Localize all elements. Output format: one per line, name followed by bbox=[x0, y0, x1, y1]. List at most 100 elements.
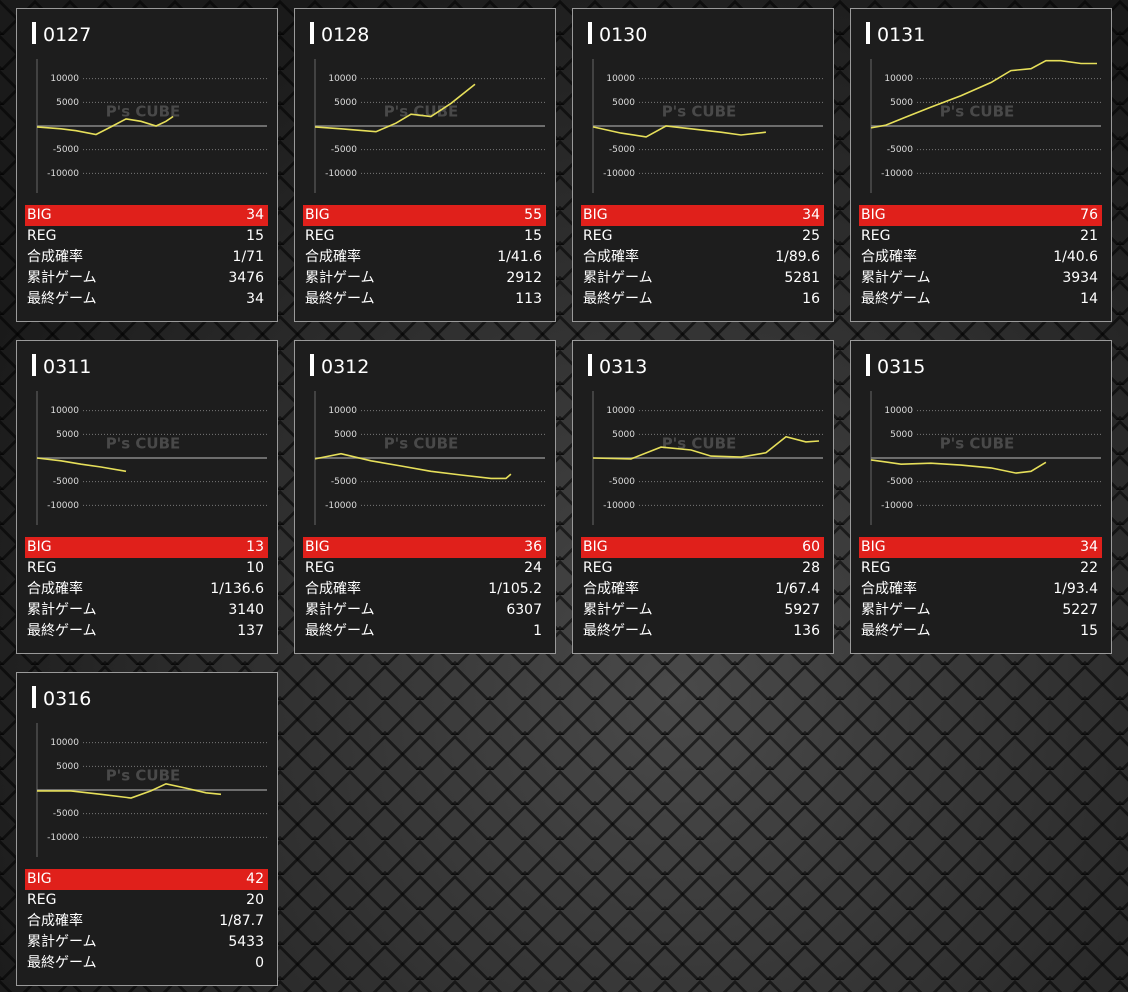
title-bar bbox=[32, 686, 36, 708]
y-tick-label: -5000 bbox=[331, 145, 357, 155]
stat-row: BIG 34 bbox=[581, 205, 824, 226]
stat-row: 最終ゲーム 113 bbox=[303, 289, 546, 310]
data-line bbox=[592, 125, 766, 138]
stat-row: 合成確率 1/67.4 bbox=[581, 579, 824, 600]
stat-value: 1/89.6 bbox=[775, 249, 820, 265]
stat-label: BIG bbox=[27, 539, 52, 555]
stat-row: 合成確率 1/105.2 bbox=[303, 579, 546, 600]
stat-value: 34 bbox=[246, 291, 264, 307]
y-tick-label: -10000 bbox=[325, 501, 357, 511]
machine-number: 0128 bbox=[321, 24, 370, 46]
stat-value: 1/71 bbox=[232, 249, 264, 265]
stat-label: REG bbox=[27, 560, 57, 576]
machine-number: 0131 bbox=[877, 24, 926, 46]
watermark: P's CUBE bbox=[106, 434, 181, 452]
stat-label: 累計ゲーム bbox=[583, 602, 653, 618]
title-bar bbox=[310, 22, 314, 44]
stat-label: 累計ゲーム bbox=[583, 270, 653, 286]
stat-value: 137 bbox=[237, 623, 264, 639]
stat-value: 1/93.4 bbox=[1053, 581, 1098, 597]
stat-value: 1/105.2 bbox=[488, 581, 542, 597]
stat-row: REG 24 bbox=[303, 558, 546, 579]
y-tick-label: 10000 bbox=[606, 74, 635, 84]
mini-chart: P's CUBE 10000 5000 -5000 -10000 bbox=[314, 59, 545, 193]
stat-label: REG bbox=[27, 228, 57, 244]
stat-row: REG 25 bbox=[581, 226, 824, 247]
stat-label: 累計ゲーム bbox=[305, 602, 375, 618]
stat-value: 28 bbox=[802, 560, 820, 576]
stat-label: REG bbox=[583, 228, 613, 244]
stat-value: 5433 bbox=[228, 934, 264, 950]
stat-label: 最終ゲーム bbox=[27, 291, 97, 307]
stat-row: REG 20 bbox=[25, 890, 268, 911]
stat-label: 合成確率 bbox=[305, 249, 361, 265]
y-tick-label: -10000 bbox=[47, 169, 79, 179]
title-bar bbox=[588, 22, 592, 44]
stat-row: 最終ゲーム 137 bbox=[25, 621, 268, 642]
machine-number: 0130 bbox=[599, 24, 648, 46]
stat-value: 15 bbox=[1080, 623, 1098, 639]
y-tick-label: -10000 bbox=[325, 169, 357, 179]
data-line bbox=[37, 782, 222, 799]
stat-label: 累計ゲーム bbox=[861, 602, 931, 618]
stat-value: 2912 bbox=[506, 270, 542, 286]
stat-row: 最終ゲーム 34 bbox=[25, 289, 268, 310]
stat-row: REG 10 bbox=[25, 558, 268, 579]
machine-number: 0316 bbox=[43, 688, 92, 710]
stat-row: 累計ゲーム 2912 bbox=[303, 268, 546, 289]
y-tick-label: -10000 bbox=[47, 833, 79, 843]
watermark: P's CUBE bbox=[106, 766, 181, 784]
stat-label: BIG bbox=[861, 539, 886, 555]
data-line bbox=[314, 452, 512, 480]
stat-row: 累計ゲーム 6307 bbox=[303, 600, 546, 621]
stat-value: 3140 bbox=[228, 602, 264, 618]
stat-label: 累計ゲーム bbox=[27, 602, 97, 618]
stat-value: 1/136.6 bbox=[210, 581, 264, 597]
stat-row: BIG 60 bbox=[581, 537, 824, 558]
stat-label: REG bbox=[27, 892, 57, 908]
stat-label: 最終ゲーム bbox=[305, 291, 375, 307]
stat-value: 24 bbox=[524, 560, 542, 576]
stat-label: 合成確率 bbox=[27, 913, 83, 929]
stat-value: 5281 bbox=[784, 270, 820, 286]
mini-chart: P's CUBE 10000 5000 -5000 -10000 bbox=[36, 391, 267, 525]
stat-value: 22 bbox=[1080, 560, 1098, 576]
stat-value: 1 bbox=[533, 623, 542, 639]
y-tick-label: 10000 bbox=[606, 406, 635, 416]
title-bar bbox=[32, 354, 36, 376]
watermark: P's CUBE bbox=[106, 102, 181, 120]
stat-label: 合成確率 bbox=[583, 581, 639, 597]
data-line bbox=[592, 435, 820, 460]
machine-card: 0315 P's CUBE 10000 5000 -5000 -10000 BIG 34 REG… bbox=[850, 340, 1112, 654]
stat-value: 34 bbox=[802, 207, 820, 223]
stat-label: 累計ゲーム bbox=[861, 270, 931, 286]
y-tick-label: 10000 bbox=[884, 74, 913, 84]
machine-card: 0131 P's CUBE 10000 5000 -5000 -10000 BIG 76 REG… bbox=[850, 8, 1112, 322]
stat-row: BIG 36 bbox=[303, 537, 546, 558]
stat-label: 累計ゲーム bbox=[305, 270, 375, 286]
mini-chart: P's CUBE 10000 5000 -5000 -10000 bbox=[314, 391, 545, 525]
stat-label: BIG bbox=[861, 207, 886, 223]
stat-label: 合成確率 bbox=[583, 249, 639, 265]
y-tick-label: 5000 bbox=[612, 430, 635, 440]
stat-row: REG 28 bbox=[581, 558, 824, 579]
y-tick-label: 10000 bbox=[328, 74, 357, 84]
y-tick-label: -10000 bbox=[881, 169, 913, 179]
stat-value: 16 bbox=[802, 291, 820, 307]
stat-value: 13 bbox=[246, 539, 264, 555]
watermark: P's CUBE bbox=[940, 102, 1015, 120]
watermark: P's CUBE bbox=[662, 102, 737, 120]
y-tick-label: 10000 bbox=[50, 738, 79, 748]
stat-label: BIG bbox=[583, 207, 608, 223]
data-line bbox=[870, 59, 1097, 129]
stat-value: 1/41.6 bbox=[497, 249, 542, 265]
stat-row: REG 21 bbox=[859, 226, 1102, 247]
stat-label: REG bbox=[305, 560, 335, 576]
stat-value: 25 bbox=[802, 228, 820, 244]
stat-row: BIG 34 bbox=[859, 537, 1102, 558]
stat-row: REG 22 bbox=[859, 558, 1102, 579]
stat-label: 合成確率 bbox=[305, 581, 361, 597]
stat-value: 0 bbox=[255, 955, 264, 971]
stat-row: 最終ゲーム 15 bbox=[859, 621, 1102, 642]
